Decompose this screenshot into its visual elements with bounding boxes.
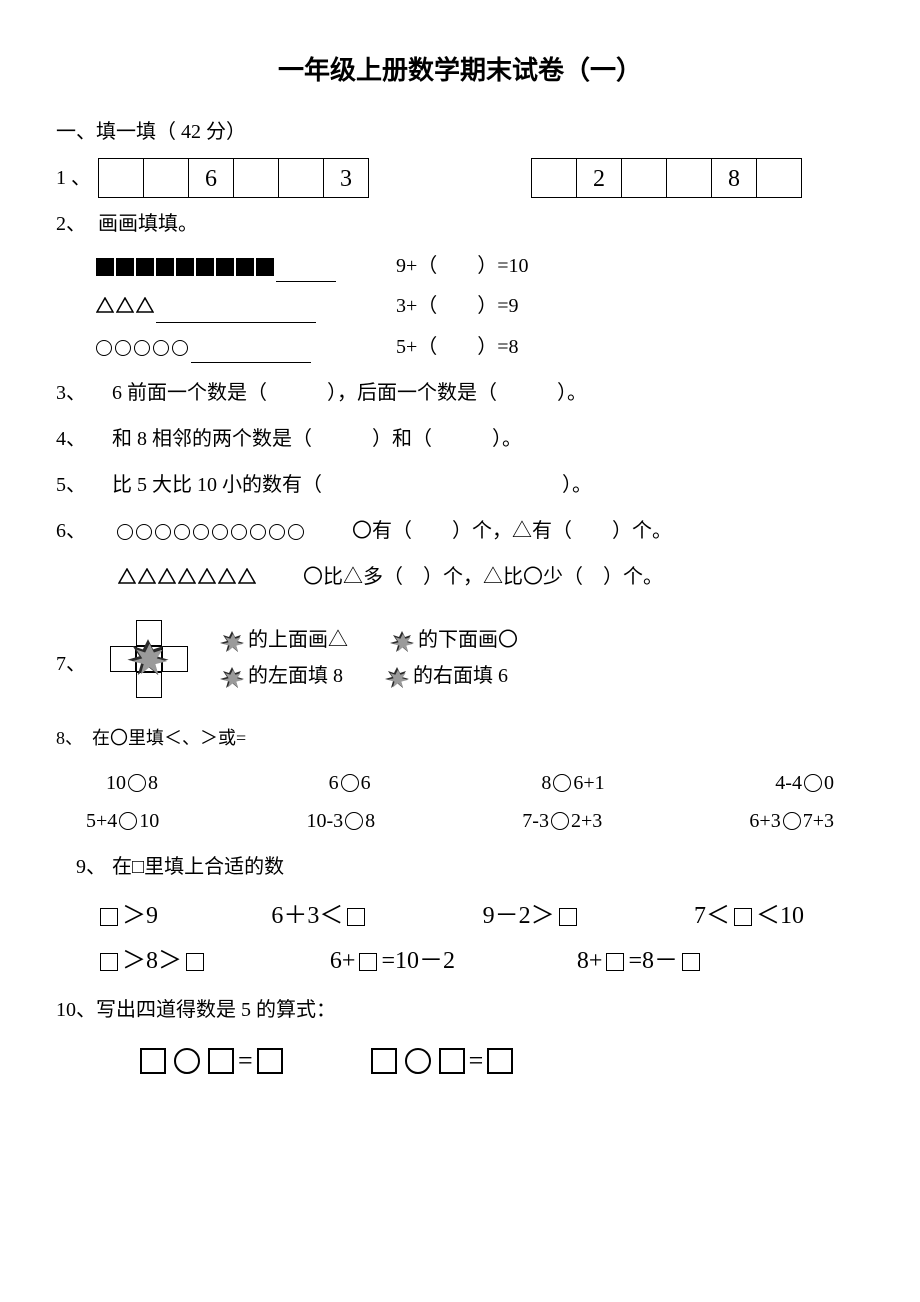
cell: 2 xyxy=(576,158,622,198)
comparison-item: 7-32+3 xyxy=(522,805,602,837)
q6-num: 6、 xyxy=(56,515,92,547)
q7-item-1: 的上面画△ xyxy=(248,629,348,651)
q6-triangles xyxy=(118,566,258,588)
q2-row: 5+（ ）=8 xyxy=(96,331,864,363)
section-heading: 一、填一填（ 42 分） xyxy=(56,116,864,148)
cell: 3 xyxy=(323,158,369,198)
q9-head: 9、在□里填上合适的数 xyxy=(76,851,864,883)
fill-item: 9－2＞ xyxy=(483,897,581,935)
q5-text: 比 5 大比 10 小的数有（ ）。 xyxy=(92,474,592,496)
comparison-item: 10-38 xyxy=(306,805,375,837)
q10-equations: = = xyxy=(136,1040,864,1082)
cell xyxy=(621,158,667,198)
q10-head: 10、写出四道得数是 5 的算式： xyxy=(56,994,864,1026)
q2-equation: 3+（ ）=9 xyxy=(396,290,519,322)
q8-num: 8、 xyxy=(56,724,92,753)
q8-row1: 108 66 86+1 4-40 xyxy=(106,767,834,799)
q4-num: 4、 xyxy=(56,423,92,455)
q10-eq1: = xyxy=(136,1040,287,1082)
q9-row1: ＞9 6＋3＜ 9－2＞ 7＜＜10 xyxy=(96,897,804,935)
page-title: 一年级上册数学期末试卷（一） xyxy=(56,50,864,92)
q3-text: 6 前面一个数是（ ），后面一个数是（ ）。 xyxy=(112,382,587,404)
fill-item: 7＜＜10 xyxy=(694,897,804,935)
comparison-item: 6+37+3 xyxy=(749,805,834,837)
q6-line1: 6、 〇有（ ）个，△有（ ）个。 xyxy=(56,515,864,547)
q6-line2: 〇比△多（ ）个，△比〇少（ ）个。 xyxy=(118,561,864,594)
q2-num: 2、 xyxy=(56,208,92,240)
cross-grid xyxy=(110,620,188,698)
q2-equation: 5+（ ）=8 xyxy=(396,331,519,363)
q2-equation: 9+（ ）=10 xyxy=(396,250,529,282)
fill-item: ＞9 xyxy=(96,897,158,935)
q4: 4、 和 8 相邻的两个数是（ ）和（ ）。 xyxy=(56,423,864,455)
q2-row: 9+（ ）=10 xyxy=(96,250,864,282)
q6-line1-text: 〇有（ ）个，△有（ ）个。 xyxy=(352,520,672,542)
q2-label: 画画填填。 xyxy=(98,208,198,240)
q10-label: 写出四道得数是 5 的算式： xyxy=(96,999,336,1021)
q2-rows: 9+（ ）=10 3+（ ）=9 5+（ ）=8 xyxy=(96,250,864,363)
cell xyxy=(98,158,144,198)
q7-item-4: 的右面填 6 xyxy=(413,665,508,687)
q6-circles xyxy=(117,520,307,542)
q7-text-block: 的上面画△ 的下面画〇 的左面填 8 的右面填 6 xyxy=(218,620,518,696)
comparison-item: 66 xyxy=(329,767,371,799)
comparison-item: 86+1 xyxy=(541,767,604,799)
q2-head: 2、 画画填填。 xyxy=(56,208,864,240)
q1: 1 、 63 28 xyxy=(56,158,864,198)
q6-line2-text: 〇比△多（ ）个，△比〇少（ ）个。 xyxy=(303,566,663,588)
q3-num: 3、 xyxy=(56,377,92,409)
q1-right-cells: 28 xyxy=(531,158,802,198)
cell xyxy=(143,158,189,198)
cell xyxy=(278,158,324,198)
leaf-icon xyxy=(218,629,246,655)
fill-item: ＞8＞ xyxy=(96,942,208,980)
q9-row2: ＞8＞ 6+=10－2 8+=8－ xyxy=(96,942,704,980)
q5: 5、 比 5 大比 10 小的数有（ ）。 xyxy=(56,469,864,501)
cell xyxy=(756,158,802,198)
q7-item-3: 的左面填 8 xyxy=(248,665,343,687)
cell xyxy=(666,158,712,198)
q7: 7、 的上面画△ 的下面画〇 的左面填 8 的右面填 6 xyxy=(56,620,864,698)
fill-item: 6+=10－2 xyxy=(330,942,455,980)
comparison-item: 4-40 xyxy=(775,767,834,799)
leaf-icon xyxy=(124,634,172,682)
q8-head: 8、在〇里填＜、＞或= xyxy=(56,724,864,753)
cell xyxy=(531,158,577,198)
q3: 3、 6 前面一个数是（ ），后面一个数是（ ）。 xyxy=(56,377,864,409)
comparison-item: 5+410 xyxy=(86,805,159,837)
q9-num: 9、 xyxy=(76,851,112,883)
cell xyxy=(233,158,279,198)
q1-left-cells: 63 xyxy=(98,158,369,198)
q7-item-2: 的下面画〇 xyxy=(418,629,518,651)
fill-item: 8+=8－ xyxy=(577,942,704,980)
cell: 8 xyxy=(711,158,757,198)
q7-num: 7、 xyxy=(56,620,92,680)
q9-label: 在□里填上合适的数 xyxy=(112,856,284,878)
leaf-icon xyxy=(388,629,416,655)
leaf-icon xyxy=(383,665,411,691)
q10-num: 10、 xyxy=(56,994,96,1026)
q2-row: 3+（ ）=9 xyxy=(96,290,864,323)
q10-eq2: = xyxy=(367,1040,518,1082)
leaf-icon xyxy=(218,665,246,691)
q8-row2: 5+410 10-38 7-32+3 6+37+3 xyxy=(86,805,834,837)
q8-label: 在〇里填＜、＞或= xyxy=(92,728,246,748)
fill-item: 6＋3＜ xyxy=(271,897,369,935)
q4-text: 和 8 相邻的两个数是（ ）和（ ）。 xyxy=(92,428,522,450)
comparison-item: 108 xyxy=(106,767,158,799)
q5-num: 5、 xyxy=(56,469,92,501)
q1-num: 1 、 xyxy=(56,162,92,194)
cell: 6 xyxy=(188,158,234,198)
